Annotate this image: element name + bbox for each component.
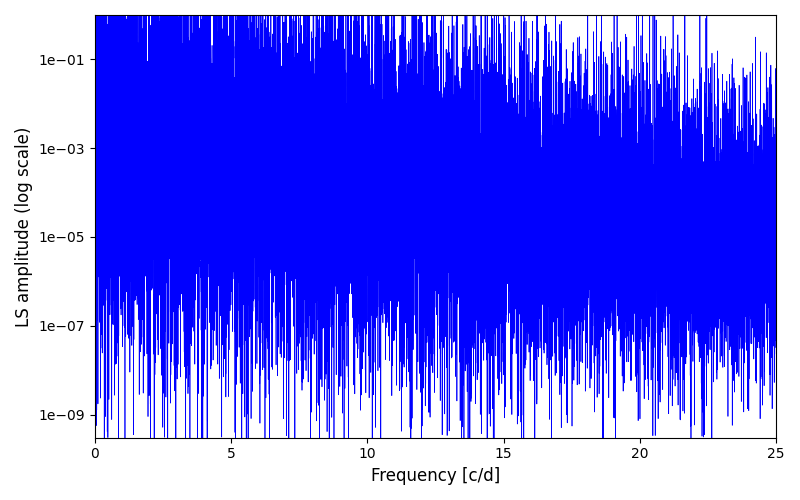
Y-axis label: LS amplitude (log scale): LS amplitude (log scale) [15,126,33,326]
X-axis label: Frequency [c/d]: Frequency [c/d] [371,467,500,485]
